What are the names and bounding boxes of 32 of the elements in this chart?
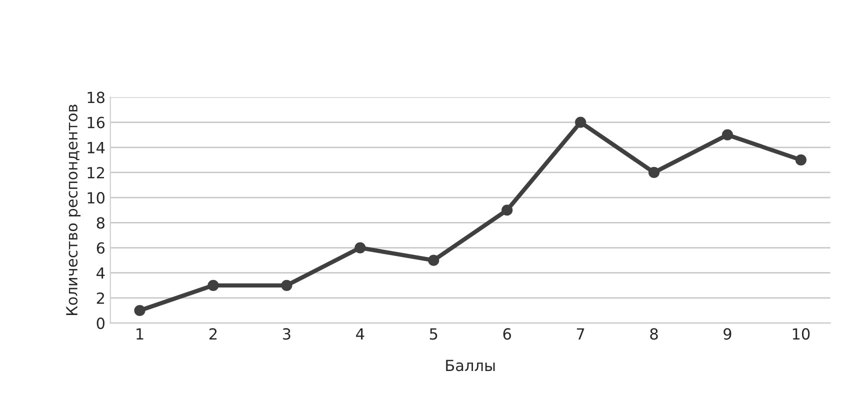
y-axis-title: Количество респондентов bbox=[66, 104, 81, 316]
point bbox=[134, 304, 146, 316]
point bbox=[354, 242, 366, 254]
point bbox=[722, 129, 734, 140]
y-tick-label: 6 bbox=[96, 242, 105, 254]
y-tick-label: 8 bbox=[96, 217, 104, 229]
x-tick-label: 5 bbox=[430, 328, 438, 340]
y-tick-label: 12 bbox=[88, 166, 104, 178]
y-tick-label: 0 bbox=[96, 318, 104, 330]
x-axis-title: Баллы bbox=[446, 360, 495, 372]
x-tick-label: 1 bbox=[136, 328, 144, 340]
y-tick-label: 16 bbox=[88, 116, 105, 128]
point bbox=[648, 166, 660, 178]
y-tick-label: 18 bbox=[88, 92, 104, 104]
y-tick-label: 14 bbox=[88, 142, 105, 154]
y-tick-label: 2 bbox=[96, 292, 104, 304]
x-tick-label: 9 bbox=[724, 328, 732, 340]
point bbox=[208, 280, 219, 291]
y-tick-label: 10 bbox=[88, 192, 104, 204]
point bbox=[795, 154, 806, 166]
y-tick-label: 4 bbox=[96, 268, 105, 279]
point bbox=[502, 204, 513, 216]
x-tick-label: 2 bbox=[209, 328, 217, 340]
x-tick-label: 4 bbox=[356, 328, 364, 340]
x-tick-label: 7 bbox=[576, 328, 584, 340]
x-tick-label: 10 bbox=[792, 328, 810, 340]
point bbox=[281, 280, 292, 291]
point bbox=[574, 116, 586, 128]
x-tick-label: 8 bbox=[650, 328, 658, 340]
point bbox=[428, 254, 440, 266]
x-tick-label: 3 bbox=[282, 328, 290, 340]
x-tick-label: 6 bbox=[503, 328, 511, 340]
